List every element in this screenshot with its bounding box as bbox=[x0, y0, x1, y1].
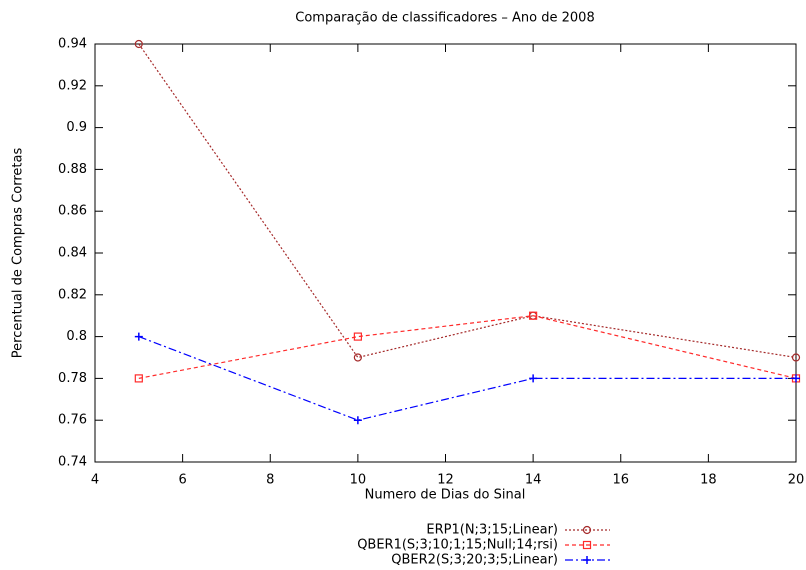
data-point bbox=[134, 39, 143, 49]
y-tick-label: 0.84 bbox=[58, 246, 87, 261]
y-axis-label: Percentual de Compras Corretas bbox=[11, 148, 26, 359]
x-tick-label: 14 bbox=[525, 473, 542, 488]
y-tick-label: 0.82 bbox=[58, 287, 87, 302]
legend-marker bbox=[582, 540, 592, 550]
y-tick-label: 0.78 bbox=[58, 371, 87, 386]
x-tick-label: 6 bbox=[178, 473, 186, 488]
series-line bbox=[138, 315, 797, 379]
data-point bbox=[353, 416, 362, 425]
x-tick-label: 10 bbox=[350, 473, 367, 488]
x-axis-label: Numero de Dias do Sinal bbox=[365, 488, 526, 503]
chart-title: Comparação de classificadores – Ano de 2… bbox=[295, 11, 594, 26]
data-point bbox=[529, 374, 538, 383]
legend-label: QBER2(S;3;20;3;5;Linear) bbox=[391, 553, 558, 568]
legend-label: ERP1(N;3;15;Linear) bbox=[426, 523, 558, 538]
x-tick-label: 20 bbox=[788, 473, 805, 488]
legend-marker bbox=[582, 525, 592, 535]
x-tick-label: 8 bbox=[266, 473, 274, 488]
y-tick-label: 0.88 bbox=[58, 162, 87, 177]
x-tick-label: 18 bbox=[700, 473, 717, 488]
data-point bbox=[792, 374, 800, 383]
data-point bbox=[134, 332, 143, 341]
legend-marker bbox=[583, 556, 591, 564]
x-tick-label: 16 bbox=[612, 473, 629, 488]
series-line bbox=[138, 336, 796, 421]
y-tick-label: 0.74 bbox=[58, 455, 87, 470]
data-point bbox=[791, 353, 801, 362]
y-tick-label: 0.94 bbox=[58, 37, 87, 52]
data-point bbox=[134, 374, 143, 383]
series-line bbox=[138, 43, 797, 359]
y-tick-label: 0.92 bbox=[58, 78, 87, 93]
y-tick-label: 0.8 bbox=[66, 329, 87, 344]
y-tick-label: 0.9 bbox=[66, 120, 87, 135]
data-point bbox=[529, 311, 538, 320]
y-tick-label: 0.76 bbox=[58, 413, 87, 428]
data-point bbox=[353, 332, 362, 341]
y-tick-label: 0.86 bbox=[58, 204, 87, 219]
x-tick-label: 4 bbox=[91, 473, 99, 488]
data-point bbox=[353, 353, 362, 362]
x-tick-label: 12 bbox=[437, 473, 454, 488]
legend-label: QBER1(S;3;10;1;15;Null;14;rsi) bbox=[357, 538, 558, 553]
